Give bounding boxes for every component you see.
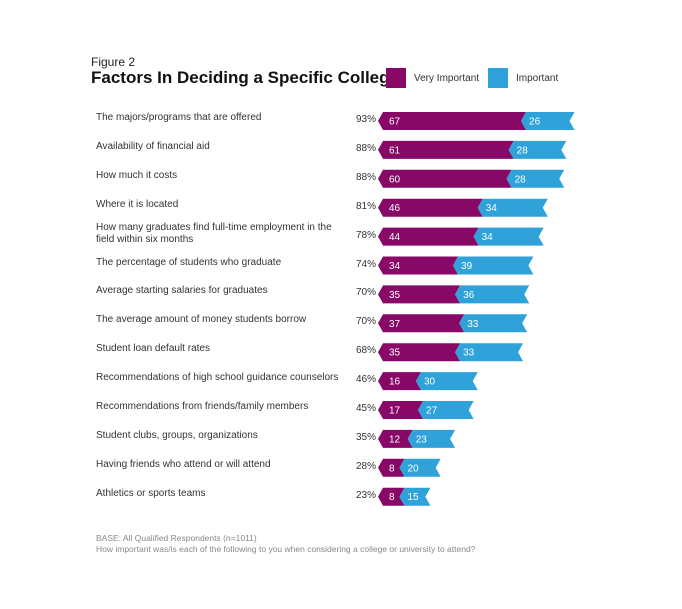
category-label: Average starting salaries for graduates bbox=[96, 285, 268, 297]
category-label: Having friends who attend or will attend bbox=[96, 458, 271, 470]
data-label: 33 bbox=[467, 319, 479, 330]
data-label: 26 bbox=[529, 117, 541, 128]
bar-very-important bbox=[378, 112, 527, 130]
category-label: The majors/programs that are offered bbox=[96, 112, 262, 123]
legend-label: Important bbox=[516, 72, 559, 84]
data-label: 28 bbox=[515, 174, 527, 185]
data-label: 20 bbox=[407, 463, 419, 474]
total-label: 74% bbox=[355, 258, 376, 270]
data-label: 23 bbox=[416, 434, 428, 445]
bar-very-important bbox=[378, 401, 424, 419]
total-label: 35% bbox=[355, 431, 376, 443]
total-label: 93% bbox=[355, 114, 376, 125]
data-label: 34 bbox=[486, 203, 498, 214]
total-label: 23% bbox=[355, 489, 376, 501]
category-label: How much it costs bbox=[96, 169, 178, 181]
category-label: Student loan default rates bbox=[96, 343, 210, 355]
legend-very-important: Very Important bbox=[386, 68, 479, 88]
category-label: How many graduates find full-time employ… bbox=[96, 221, 332, 245]
data-label: 46 bbox=[389, 203, 401, 214]
bar-important bbox=[473, 227, 544, 246]
bar-important bbox=[415, 372, 478, 391]
legend-important: Important bbox=[488, 68, 558, 88]
figure-label: Figure 2 bbox=[91, 55, 136, 69]
bar-very-important bbox=[378, 372, 421, 391]
legend-swatch bbox=[386, 68, 406, 88]
total-label: 81% bbox=[355, 200, 376, 212]
category-label: Student clubs, groups, organizations bbox=[96, 429, 258, 441]
bar-important bbox=[418, 401, 474, 419]
bar-important bbox=[459, 314, 528, 333]
bar-important bbox=[399, 458, 441, 477]
bar-very-important bbox=[378, 343, 461, 362]
data-label: 35 bbox=[389, 348, 401, 359]
category-label: Where it is located bbox=[96, 198, 179, 210]
data-label: 67 bbox=[389, 117, 401, 128]
bar-very-important bbox=[378, 198, 483, 217]
bar-important bbox=[455, 343, 524, 362]
data-label: 16 bbox=[389, 377, 401, 388]
data-label: 12 bbox=[389, 434, 401, 445]
chart-title: Factors In Deciding a Specific College bbox=[91, 68, 399, 87]
legend-label: Very Important bbox=[414, 72, 480, 84]
bar-important bbox=[455, 285, 530, 304]
bar-very-important bbox=[378, 169, 512, 188]
total-label: 88% bbox=[355, 171, 376, 183]
data-label: 36 bbox=[463, 290, 475, 301]
bar-important bbox=[508, 140, 567, 159]
data-label: 17 bbox=[389, 406, 401, 417]
data-label: 60 bbox=[389, 174, 401, 185]
category-label: The percentage of students who graduate bbox=[96, 256, 282, 268]
data-label: 37 bbox=[389, 319, 401, 330]
data-label: 27 bbox=[426, 406, 438, 417]
data-label: 61 bbox=[389, 145, 401, 156]
footnote-question: How important was/is each of the followi… bbox=[96, 544, 476, 554]
category-label: The average amount of money students bor… bbox=[96, 314, 307, 326]
category-label: Recommendations of high school guidance … bbox=[96, 372, 339, 384]
category-label: Recommendations from friends/family memb… bbox=[96, 401, 309, 412]
bar-very-important bbox=[378, 256, 459, 275]
total-label: 70% bbox=[355, 316, 376, 328]
data-label: 35 bbox=[389, 290, 401, 301]
total-label: 70% bbox=[355, 287, 376, 299]
data-label: 28 bbox=[517, 145, 529, 156]
bar-very-important bbox=[378, 140, 514, 159]
legend-swatch bbox=[488, 68, 508, 88]
total-label: 28% bbox=[355, 460, 376, 472]
footnote-base: BASE: All Qualified Respondents (n=1011) bbox=[96, 533, 257, 543]
bar-important bbox=[399, 487, 431, 506]
bar-important bbox=[407, 429, 456, 448]
data-label: 39 bbox=[461, 261, 473, 272]
bar-important bbox=[477, 198, 548, 217]
bar-very-important bbox=[378, 458, 405, 477]
bar-important bbox=[506, 169, 565, 188]
total-label: 45% bbox=[355, 403, 376, 414]
data-label: 34 bbox=[389, 261, 401, 272]
data-label: 8 bbox=[389, 463, 395, 474]
bar-very-important bbox=[378, 285, 461, 304]
total-label: 68% bbox=[355, 345, 376, 357]
total-label: 88% bbox=[355, 142, 376, 154]
total-label: 46% bbox=[355, 374, 376, 386]
data-label: 8 bbox=[389, 492, 395, 503]
bar-very-important bbox=[378, 429, 413, 448]
bar-very-important bbox=[378, 487, 405, 506]
bar-important bbox=[521, 112, 575, 130]
bar-important bbox=[453, 256, 534, 275]
total-label: 78% bbox=[355, 229, 376, 241]
category-label: Availability of financial aid bbox=[96, 140, 210, 152]
data-label: 15 bbox=[407, 492, 419, 503]
data-label: 30 bbox=[424, 377, 436, 388]
bar-very-important bbox=[378, 314, 465, 333]
category-label: Athletics or sports teams bbox=[96, 487, 206, 499]
data-label: 33 bbox=[463, 348, 475, 359]
bar-very-important bbox=[378, 227, 479, 246]
data-label: 44 bbox=[389, 232, 401, 243]
data-label: 34 bbox=[482, 232, 494, 243]
